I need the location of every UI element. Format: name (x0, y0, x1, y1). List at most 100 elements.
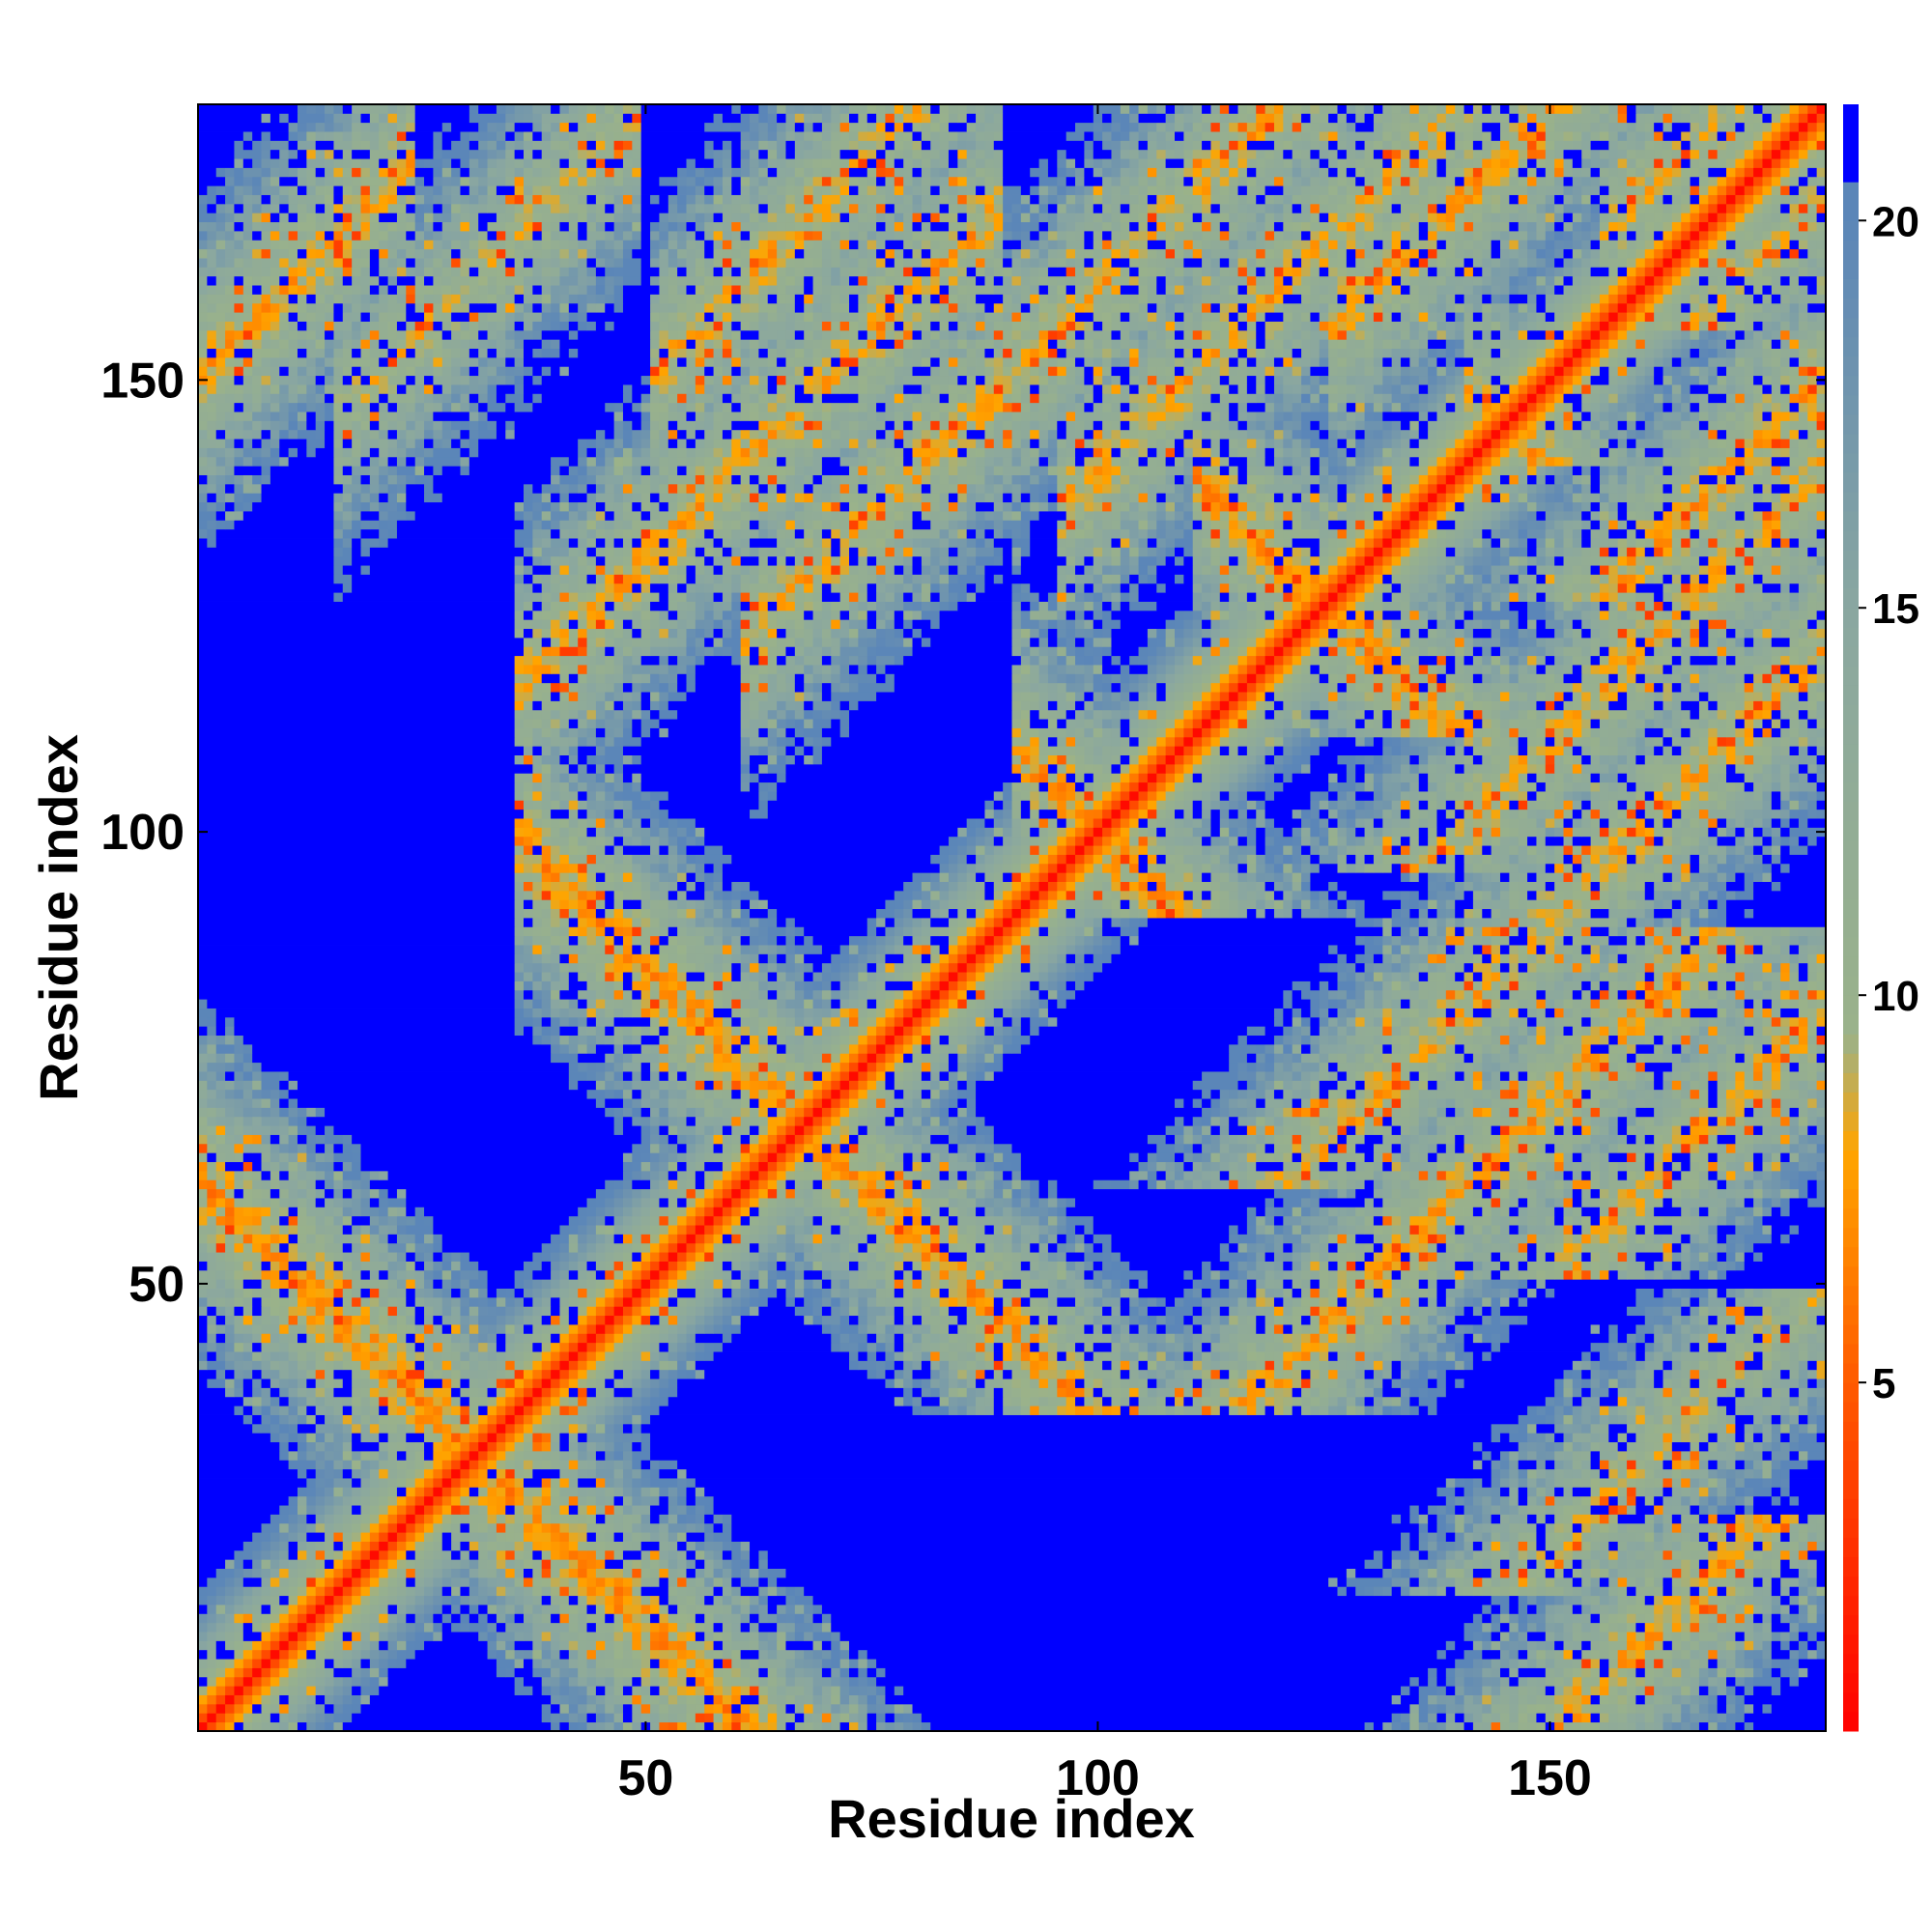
heatmap-cell (515, 1532, 525, 1542)
heatmap-cell (1645, 1559, 1655, 1569)
heatmap-cell (1753, 1324, 1763, 1334)
heatmap-cell (1409, 1677, 1419, 1687)
heatmap-cell (922, 1316, 931, 1325)
heatmap-cell (1392, 1378, 1402, 1388)
heatmap-cell (270, 1378, 280, 1388)
heatmap-cell (1581, 1542, 1591, 1551)
heatmap-cell (397, 1387, 407, 1397)
heatmap-cell (325, 1650, 334, 1660)
heatmap-cell (497, 1351, 506, 1361)
heatmap-cell (270, 1722, 280, 1732)
heatmap-cell (262, 1333, 271, 1343)
heatmap-cell (397, 1360, 407, 1370)
heatmap-cell (1401, 1370, 1410, 1379)
heatmap-cell (225, 1605, 235, 1614)
heatmap-cell (1564, 1370, 1574, 1379)
heatmap-cell (333, 1316, 343, 1325)
heatmap-cell (687, 1523, 696, 1533)
heatmap-cell (343, 1424, 353, 1434)
heatmap-cell (677, 1378, 886, 1388)
heatmap-cell (1718, 1523, 1727, 1533)
heatmap-cell (578, 1668, 587, 1678)
heatmap-cell (1048, 1333, 1058, 1343)
heatmap-cell (994, 1343, 1004, 1352)
heatmap-cell (1392, 1343, 1402, 1352)
heatmap-cell (1536, 1514, 1546, 1523)
heatmap-cell (1799, 1378, 1808, 1388)
heatmap-cell (532, 1370, 542, 1379)
heatmap-cell (1519, 1686, 1528, 1695)
heatmap-cell (298, 1370, 307, 1379)
heatmap-cell (1183, 1387, 1193, 1397)
heatmap-cell (1799, 1559, 1808, 1569)
heatmap-cell (442, 1433, 452, 1442)
heatmap-cell (406, 1397, 415, 1406)
heatmap-cell (298, 1424, 316, 1434)
heatmap-cell (1536, 1640, 1546, 1650)
heatmap-cell (262, 1640, 271, 1650)
heatmap-cell (1807, 1370, 1817, 1379)
heatmap-cell (1753, 1704, 1763, 1714)
heatmap-cell (225, 1704, 235, 1714)
heatmap-cell (569, 1577, 579, 1587)
heatmap-cell (388, 1387, 398, 1397)
heatmap-cell (1645, 1397, 1655, 1406)
heatmap-cell (1718, 1415, 1727, 1425)
heatmap-cell (559, 1324, 569, 1334)
heatmap-cell (849, 1640, 1446, 1650)
heatmap-cell (1374, 1397, 1383, 1406)
heatmap-cell (198, 1478, 307, 1488)
heatmap-cell (1436, 1668, 1446, 1678)
heatmap-cell (1672, 1478, 1682, 1488)
heatmap-cell (1708, 1586, 1718, 1596)
heatmap-cell (532, 1550, 542, 1560)
heatmap-cell (1790, 1397, 1800, 1406)
heatmap-cell (333, 1632, 343, 1641)
heatmap-cell (1492, 1677, 1501, 1687)
heatmap-cell (1618, 1387, 1628, 1397)
heatmap-cell (1519, 1613, 1528, 1623)
heatmap-cell (1708, 1424, 1718, 1434)
heatmap-cell (497, 1650, 506, 1660)
heatmap-cell (1129, 1360, 1139, 1370)
heatmap-cell (207, 1668, 216, 1678)
heatmap-cell (1536, 1478, 1546, 1488)
heatmap-cell (505, 1542, 515, 1551)
heatmap-cell (333, 1623, 343, 1633)
heatmap-cell (795, 1605, 805, 1614)
heatmap-cell (1546, 1469, 1555, 1479)
heatmap-cell (795, 1704, 805, 1714)
heatmap-cell (1581, 1442, 1591, 1452)
heatmap-cell (1654, 1343, 1663, 1352)
heatmap-cell (1247, 1370, 1257, 1379)
heatmap-cell (532, 1605, 542, 1614)
heatmap-cell (1618, 1668, 1628, 1678)
heatmap-cell (822, 1686, 832, 1695)
heatmap-cell (714, 1577, 724, 1587)
heatmap-cell (578, 1514, 587, 1523)
heatmap-cell (623, 1677, 633, 1687)
heatmap-cell (1527, 1505, 1537, 1515)
heatmap-cell (1600, 1469, 1609, 1479)
heatmap-cell (578, 1406, 587, 1415)
heatmap-cell (1293, 1351, 1302, 1361)
heatmap-cell (741, 1613, 751, 1623)
heatmap-cell (813, 1677, 823, 1687)
heatmap-cell (1436, 1343, 1446, 1352)
heatmap-cell (741, 1605, 751, 1614)
heatmap-cell (922, 1387, 931, 1397)
heatmap-cell (587, 1433, 606, 1442)
heatmap-cell (478, 1415, 488, 1425)
heatmap-cell (1193, 1360, 1203, 1370)
heatmap-cell (578, 1316, 587, 1325)
heatmap-cell (623, 1704, 633, 1714)
heatmap-cell (316, 1433, 326, 1442)
heatmap-cell (343, 1559, 353, 1569)
heatmap-cell (478, 1351, 488, 1361)
heatmap-cell (696, 1632, 705, 1641)
heatmap-cell (687, 1316, 696, 1325)
heatmap-cell (1094, 1406, 1103, 1415)
heatmap-cell (1355, 1360, 1365, 1370)
heatmap-cell (1726, 1343, 1736, 1352)
heatmap-cell (406, 1415, 415, 1425)
